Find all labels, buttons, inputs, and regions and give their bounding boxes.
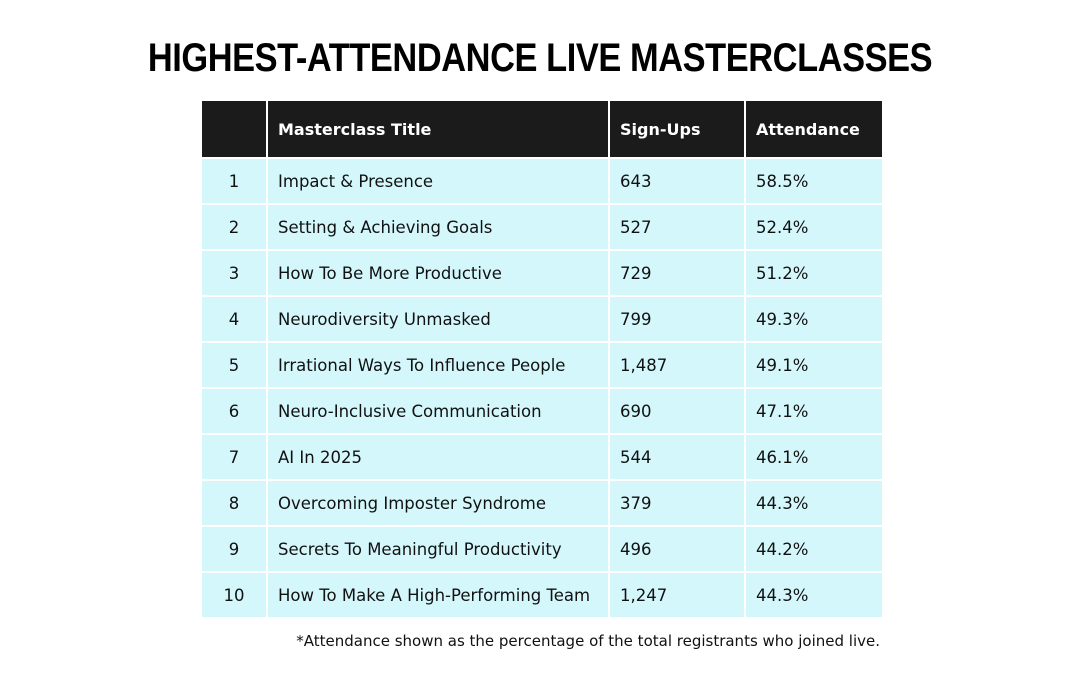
rank-cell: 5 xyxy=(202,343,266,387)
table-row: 2 Setting & Achieving Goals 527 52.4% xyxy=(202,205,882,249)
signups-cell: 799 xyxy=(610,297,744,341)
rank-cell: 8 xyxy=(202,481,266,525)
attendance-cell: 44.3% xyxy=(746,573,882,617)
attendance-cell: 46.1% xyxy=(746,435,882,479)
attendance-cell: 44.3% xyxy=(746,481,882,525)
signups-cell: 527 xyxy=(610,205,744,249)
title-cell: Impact & Presence xyxy=(268,159,608,203)
title-cell: How To Be More Productive xyxy=(268,251,608,295)
table-row: 7 AI In 2025 544 46.1% xyxy=(202,435,882,479)
signups-cell: 496 xyxy=(610,527,744,571)
title-cell: How To Make A High-Performing Team xyxy=(268,573,608,617)
title-cell: Overcoming Imposter Syndrome xyxy=(268,481,608,525)
rank-cell: 3 xyxy=(202,251,266,295)
footnote: *Attendance shown as the percentage of t… xyxy=(296,632,880,650)
rank-cell: 10 xyxy=(202,573,266,617)
attendance-cell: 51.2% xyxy=(746,251,882,295)
rank-cell: 9 xyxy=(202,527,266,571)
attendance-cell: 49.1% xyxy=(746,343,882,387)
column-header-rank xyxy=(202,101,266,157)
table-row: 10 How To Make A High-Performing Team 1,24… xyxy=(202,573,882,617)
table-row: 6 Neuro-Inclusive Communication 690 47.1% xyxy=(202,389,882,433)
table-row: 4 Neurodiversity Unmasked 799 49.3% xyxy=(202,297,882,341)
title-cell: Neuro-Inclusive Communication xyxy=(268,389,608,433)
column-header-signups: Sign-Ups xyxy=(610,101,744,157)
rank-cell: 2 xyxy=(202,205,266,249)
signups-cell: 690 xyxy=(610,389,744,433)
title-cell: Secrets To Meaningful Productivity xyxy=(268,527,608,571)
page-title: HIGHEST-ATTENDANCE LIVE MASTERCLASSES xyxy=(147,36,933,80)
rank-cell: 6 xyxy=(202,389,266,433)
table-row: 1 Impact & Presence 643 58.5% xyxy=(202,159,882,203)
column-header-title: Masterclass Title xyxy=(268,101,608,157)
signups-cell: 379 xyxy=(610,481,744,525)
table-row: 9 Secrets To Meaningful Productivity 496 44… xyxy=(202,527,882,571)
title-cell: Neurodiversity Unmasked xyxy=(268,297,608,341)
attendance-cell: 47.1% xyxy=(746,389,882,433)
table-row: 3 How To Be More Productive 729 51.2% xyxy=(202,251,882,295)
table-row: 5 Irrational Ways To Influence People 1,48… xyxy=(202,343,882,387)
signups-cell: 1,487 xyxy=(610,343,744,387)
signups-cell: 643 xyxy=(610,159,744,203)
signups-cell: 1,247 xyxy=(610,573,744,617)
title-cell: Irrational Ways To Influence People xyxy=(268,343,608,387)
attendance-cell: 52.4% xyxy=(746,205,882,249)
rank-cell: 1 xyxy=(202,159,266,203)
signups-cell: 729 xyxy=(610,251,744,295)
title-cell: AI In 2025 xyxy=(268,435,608,479)
attendance-cell: 49.3% xyxy=(746,297,882,341)
column-header-attendance: Attendance xyxy=(746,101,882,157)
signups-cell: 544 xyxy=(610,435,744,479)
attendance-cell: 44.2% xyxy=(746,527,882,571)
table-header-row: Masterclass Title Sign-Ups Attendance xyxy=(202,101,882,157)
attendance-cell: 58.5% xyxy=(746,159,882,203)
rank-cell: 7 xyxy=(202,435,266,479)
rank-cell: 4 xyxy=(202,297,266,341)
title-cell: Setting & Achieving Goals xyxy=(268,205,608,249)
table-row: 8 Overcoming Imposter Syndrome 379 44.3% xyxy=(202,481,882,525)
